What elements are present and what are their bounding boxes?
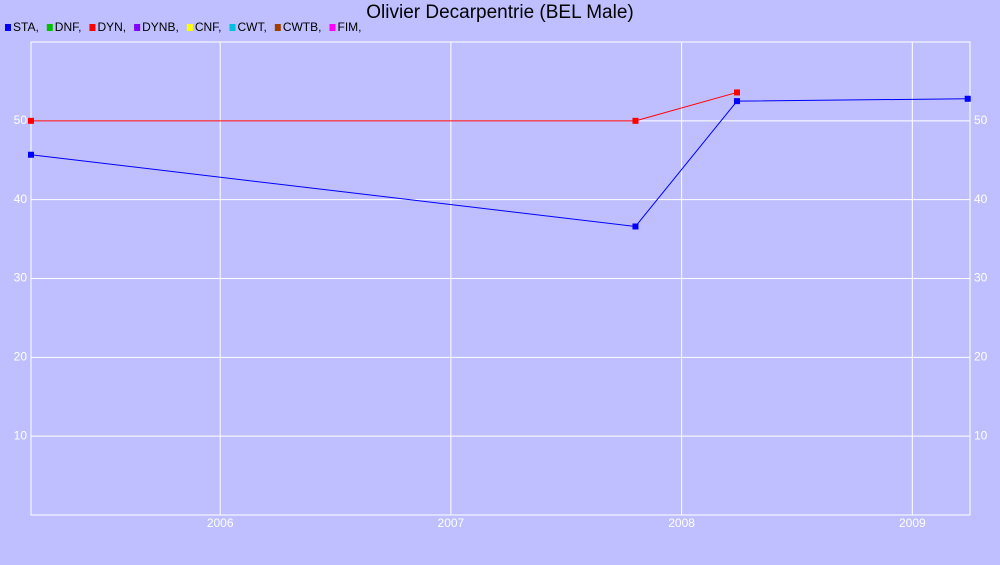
y-tick-label: 30: [14, 271, 28, 285]
legend-label: DNF,: [55, 20, 82, 34]
y-tick-label-right: 30: [974, 271, 988, 285]
legend-label: CWT,: [237, 20, 266, 34]
legend-label: DYNB,: [142, 20, 179, 34]
legend-swatch: [186, 24, 193, 31]
legend-swatch: [89, 24, 96, 31]
legend-swatch: [5, 24, 11, 31]
legend-swatch: [229, 24, 236, 31]
legend-label: FIM,: [337, 20, 361, 34]
legend-label: DYN,: [97, 20, 126, 34]
y-tick-label: 50: [14, 113, 28, 127]
point: [28, 151, 34, 158]
point: [733, 89, 740, 96]
y-tick-label-right: 50: [974, 113, 988, 127]
point: [632, 117, 639, 124]
point: [964, 95, 971, 102]
legend-swatch: [134, 24, 141, 31]
series-line: [30, 98, 968, 227]
y-tick-label: 10: [14, 428, 28, 442]
legend-swatch: [46, 24, 53, 31]
legend-swatch: [274, 24, 281, 31]
legend-label: STA,: [13, 20, 39, 34]
y-tick-label-right: 20: [974, 350, 988, 364]
point: [28, 117, 34, 124]
x-tick-label: 2006: [207, 516, 234, 530]
x-tick-label: 2007: [438, 516, 465, 530]
x-tick-label: 2009: [899, 516, 926, 530]
x-tick-label: 2008: [668, 516, 695, 530]
y-tick-label-right: 40: [974, 192, 988, 206]
chart-title: Olivier Decarpentrie (BEL Male): [366, 2, 634, 23]
legend-label: CNF,: [195, 20, 222, 34]
y-tick-label: 40: [14, 192, 28, 206]
point: [632, 223, 639, 230]
point: [733, 98, 740, 105]
y-tick-label-right: 10: [974, 428, 988, 442]
y-tick-label: 20: [14, 350, 28, 364]
legend-label: CWTB,: [283, 20, 322, 34]
legend-swatch: [329, 24, 336, 31]
